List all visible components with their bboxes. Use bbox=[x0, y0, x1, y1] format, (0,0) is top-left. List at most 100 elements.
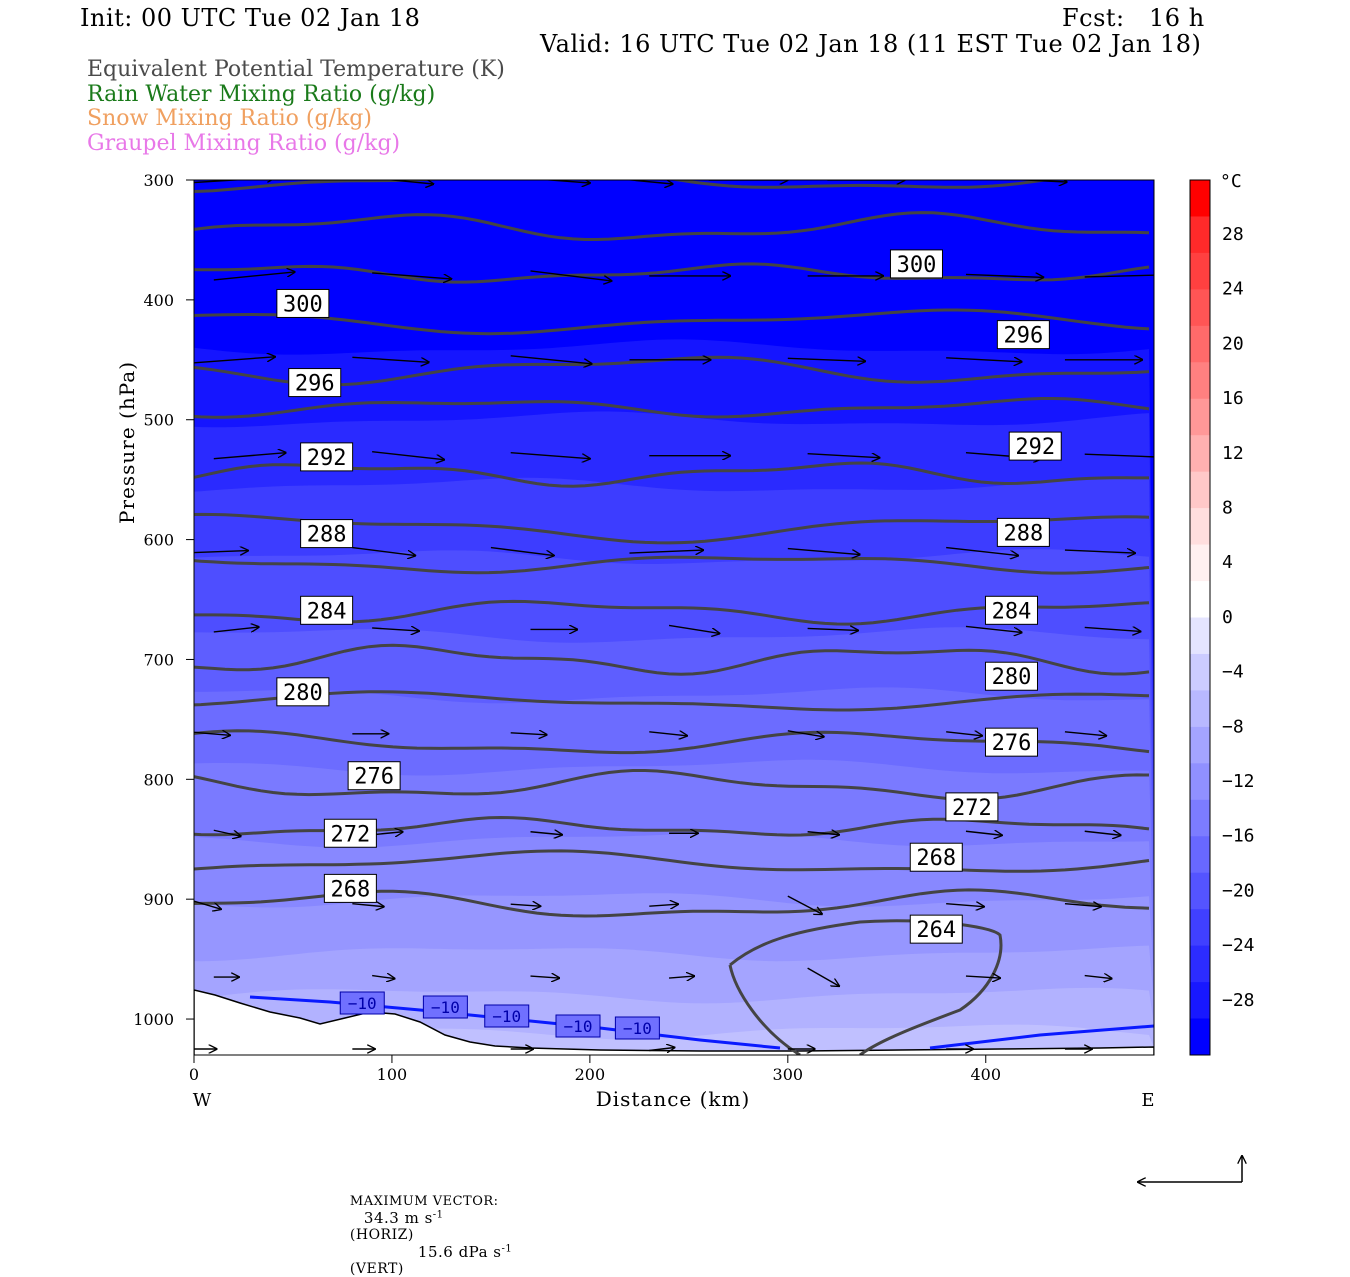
legend-theta-e: Equivalent Potential Temperature (K) bbox=[87, 57, 505, 82]
colorbar-unit: °C bbox=[1220, 171, 1242, 192]
wind-vector bbox=[946, 358, 1022, 362]
wind-vector bbox=[352, 546, 415, 556]
colorbar-label: 8 bbox=[1222, 498, 1233, 519]
wind-vector bbox=[1084, 627, 1141, 631]
wind-vector bbox=[807, 454, 880, 458]
colorbar-frame bbox=[1189, 179, 1211, 1056]
wind-vector bbox=[965, 274, 1043, 277]
theta-e-label: 280 bbox=[276, 677, 330, 707]
colorbar-label: −8 bbox=[1222, 716, 1244, 737]
wind-vector bbox=[213, 272, 295, 281]
wind-vector bbox=[946, 732, 982, 736]
label-text: 268 bbox=[330, 877, 370, 902]
isotherm-label: −10 bbox=[555, 1014, 601, 1038]
wind-vector bbox=[385, 180, 433, 184]
isotherm-label-text: −10 bbox=[348, 994, 377, 1013]
vert-exponent: -1 bbox=[501, 1243, 513, 1255]
colorbar-label: 12 bbox=[1222, 443, 1244, 464]
colorbar: °C 28 24 20 16 12 8 4 0 −4 −8 −12 −16 −20 −24 −28 bbox=[1189, 171, 1255, 1056]
y-tick-label: 300 bbox=[143, 171, 174, 190]
colorbar-label: 24 bbox=[1222, 279, 1244, 300]
y-tick-label: 800 bbox=[143, 770, 174, 789]
colorbar-segment bbox=[1190, 1018, 1210, 1056]
y-axis-label: Pressure (hPa) bbox=[115, 361, 139, 524]
colorbar-label: 0 bbox=[1222, 607, 1233, 628]
x-tick-label: 100 bbox=[377, 1065, 408, 1084]
wind-vector bbox=[907, 103, 979, 109]
colorbar-label: −12 bbox=[1222, 771, 1255, 792]
wind-vector bbox=[965, 625, 1022, 632]
label-box bbox=[288, 368, 342, 398]
isotherm-label-box bbox=[339, 991, 385, 1015]
max-vector-label: MAXIMUM VECTOR: bbox=[349, 1194, 499, 1209]
wind-vector bbox=[787, 358, 865, 361]
wind-vector bbox=[788, 70, 869, 75]
legend-snow: Snow Mixing Ratio (g/kg) bbox=[87, 106, 372, 131]
reference-vector bbox=[1138, 1156, 1242, 1182]
wind-vector bbox=[1012, 180, 1067, 182]
theta-e-label: 280 bbox=[984, 661, 1038, 691]
colorbar-segment bbox=[1190, 763, 1210, 801]
wind-vector bbox=[530, 976, 559, 978]
label-text: 284 bbox=[307, 599, 347, 624]
isotherm-label-box bbox=[614, 1016, 660, 1040]
legend-rain: Rain Water Mixing Ratio (g/kg) bbox=[87, 82, 436, 107]
label-text: 264 bbox=[916, 918, 956, 943]
wind-vector bbox=[372, 832, 403, 835]
theta-e-line bbox=[194, 308, 1150, 336]
label-box bbox=[909, 842, 963, 872]
x-right-end-label: E bbox=[1141, 1090, 1154, 1111]
wind-vector bbox=[1064, 904, 1101, 907]
colorbar-segment bbox=[1190, 617, 1210, 655]
colorbar-label: 20 bbox=[1222, 333, 1244, 354]
colorbar-segment bbox=[1190, 836, 1210, 874]
vert-unit: (VERT) bbox=[349, 1261, 404, 1277]
y-tick-label: 600 bbox=[143, 531, 174, 550]
theta-e-label: 284 bbox=[984, 595, 1038, 625]
y-tick-label: 1000 bbox=[133, 1010, 174, 1029]
label-text: 280 bbox=[283, 681, 323, 706]
horiz-unit: (HORIZ) bbox=[349, 1227, 414, 1243]
isotherm-label: −10 bbox=[484, 1004, 530, 1028]
label-box bbox=[996, 320, 1050, 350]
label-text: 300 bbox=[897, 253, 937, 278]
max-vector-vert: 15.6 dPa s bbox=[417, 1243, 502, 1261]
plot-frame bbox=[193, 179, 1155, 1056]
label-box bbox=[984, 595, 1038, 625]
label-box bbox=[984, 661, 1038, 691]
theta-e-line bbox=[189, 125, 1149, 143]
label-box bbox=[347, 761, 401, 791]
wind-vector bbox=[808, 104, 884, 108]
legend-graupel: Graupel Mixing Ratio (g/kg) bbox=[87, 131, 401, 156]
colorbar-segment bbox=[1190, 252, 1210, 290]
theta-e-label: 276 bbox=[347, 761, 401, 791]
wind-vector bbox=[352, 904, 384, 907]
label-box bbox=[276, 288, 330, 318]
theta-e-label: 300 bbox=[276, 288, 330, 318]
contour-labels: 264 268 268 272 272 276 276 280 280 284 284 288 288 2… bbox=[276, 249, 1062, 1040]
wind-vector bbox=[1084, 274, 1154, 278]
wind-vector bbox=[1084, 454, 1154, 457]
wind-vector bbox=[530, 832, 562, 835]
wind-vector bbox=[649, 1048, 674, 1051]
wind-vector bbox=[541, 180, 590, 183]
theta-e-line bbox=[194, 211, 1150, 241]
x-tick-label: 0 bbox=[189, 1065, 199, 1084]
theta-e-label: 268 bbox=[909, 842, 963, 872]
y-tick-label: 400 bbox=[143, 291, 174, 310]
colorbar-label: −28 bbox=[1222, 990, 1255, 1011]
theta-e-line bbox=[194, 397, 1150, 419]
theta-e-line bbox=[194, 690, 1150, 712]
wind-vector bbox=[965, 831, 1002, 835]
colorbar-segment bbox=[1190, 398, 1210, 436]
label-box bbox=[889, 249, 943, 279]
theta-e-label: 276 bbox=[984, 727, 1038, 757]
isotherm-label-box bbox=[484, 1004, 530, 1028]
label-text: 268 bbox=[916, 846, 956, 871]
label-box bbox=[1008, 431, 1062, 461]
theta-e-label: 296 bbox=[996, 320, 1050, 350]
wind-vector bbox=[946, 546, 1018, 556]
wind-vector bbox=[510, 355, 592, 364]
wind-vector bbox=[668, 624, 719, 633]
wind-vector bbox=[787, 730, 824, 737]
